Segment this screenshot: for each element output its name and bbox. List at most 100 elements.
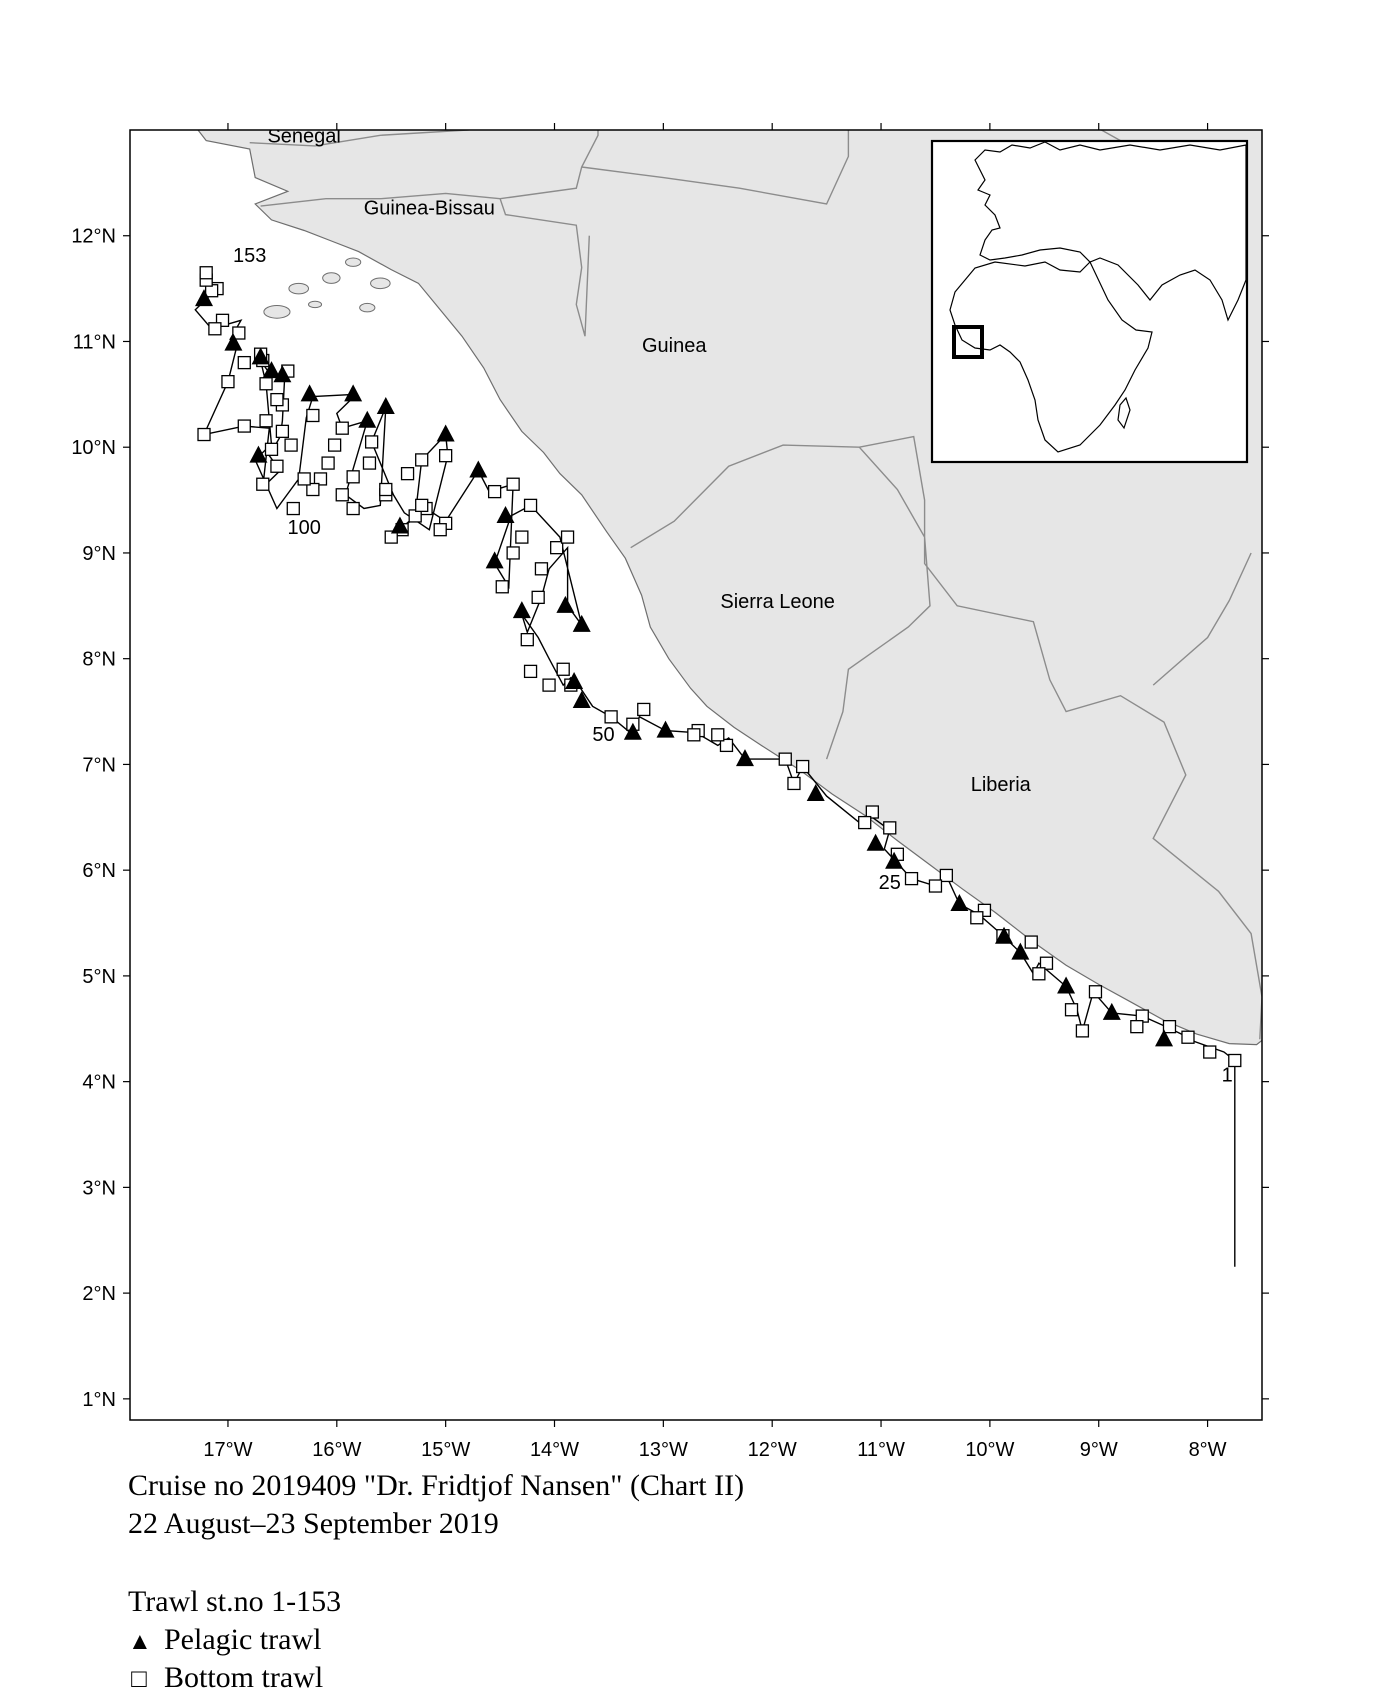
bottom-trawl-station xyxy=(506,546,520,560)
pelagic-trawl-station xyxy=(1011,942,1030,960)
bottom-trawl-station xyxy=(506,477,520,491)
bottom-trawl-station xyxy=(415,498,429,513)
island xyxy=(345,257,362,267)
x-tick-label: 10°W xyxy=(965,1439,1014,1461)
square-icon: □ xyxy=(131,1664,147,1693)
bottom-trawl-station xyxy=(970,911,984,925)
bottom-trawl-station xyxy=(523,664,538,679)
bottom-trawl-station xyxy=(439,449,453,463)
bottom-trawl-station xyxy=(787,776,801,791)
bottom-trawl-station xyxy=(415,453,429,467)
x-tick-label: 11°W xyxy=(857,1439,905,1461)
inset-study-area-box xyxy=(952,325,984,359)
bottom-trawl-station xyxy=(400,466,415,481)
pelagic-trawl-station xyxy=(344,384,363,402)
inset-europe xyxy=(974,141,1247,322)
bottom-trawl-station xyxy=(711,728,725,742)
x-tick-label: 16°W xyxy=(312,1439,361,1461)
bottom-trawl-station xyxy=(858,815,872,830)
bottom-trawl-station xyxy=(197,427,211,442)
bottom-trawl-station xyxy=(237,355,251,370)
legend-pelagic-label: Pelagic trawl xyxy=(164,1623,322,1656)
bottom-trawl-station xyxy=(208,322,222,336)
x-tick-label: 15°W xyxy=(421,1439,470,1461)
country-label: Liberia xyxy=(971,774,1032,796)
y-tick-label: 5°N xyxy=(82,966,116,988)
caption-date-line: 22 August–23 September 2019 xyxy=(128,1507,499,1540)
country-labels: Senegal Guinea-Bissau Guinea Sierra Leone Li… xyxy=(267,126,1032,796)
island xyxy=(370,277,391,290)
pelagic-trawl-station xyxy=(251,347,270,365)
country-label: Guinea-Bissau xyxy=(364,198,495,220)
inset-madagascar xyxy=(1117,396,1131,430)
pelagic-trawl-station xyxy=(572,614,591,632)
legend-title: Trawl st.no 1-153 xyxy=(128,1585,342,1618)
pelagic-trawl-station xyxy=(436,424,455,442)
y-tick-label: 9°N xyxy=(82,543,116,565)
bottom-trawl-station xyxy=(221,375,235,389)
bottom-trawl-station xyxy=(560,530,575,544)
country-label: Senegal xyxy=(267,126,340,148)
bottom-trawl-station xyxy=(523,498,538,513)
bottom-trawl-station xyxy=(379,482,393,497)
station-number-labels: 1 25 50 100 153 xyxy=(233,245,1233,1086)
pelagic-trawl-station xyxy=(195,289,214,307)
bottom-trawl-station xyxy=(550,541,564,555)
pelagic-trawl-station xyxy=(572,690,591,708)
bottom-trawl-station xyxy=(284,438,298,452)
pelagic-trawl-station xyxy=(512,601,531,619)
bottom-trawl-station xyxy=(487,484,502,499)
bottom-trawl-station xyxy=(1039,956,1054,970)
bottom-trawl-station xyxy=(264,442,279,456)
pelagic-trawl-station xyxy=(224,333,243,351)
pelagic-trawl-stations xyxy=(195,289,1174,1047)
y-tick-label: 11°N xyxy=(73,331,116,353)
y-tick-label: 2°N xyxy=(82,1283,116,1305)
pelagic-trawl-station xyxy=(300,384,319,402)
bottom-trawl-station xyxy=(928,879,943,893)
bottom-trawl-station xyxy=(515,530,529,544)
bottom-trawl-station xyxy=(604,710,618,724)
pelagic-trawl-station xyxy=(262,361,281,379)
pelagic-trawl-station xyxy=(735,749,754,767)
caption-cruise-line: Cruise no 2019409 "Dr. Fridtjof Nansen" … xyxy=(128,1469,745,1502)
bottom-trawl-station xyxy=(286,501,300,516)
bottom-trawl-station xyxy=(719,738,734,753)
bottom-trawl-station xyxy=(259,377,273,391)
pelagic-trawl-station xyxy=(950,894,969,911)
bottom-trawl-station xyxy=(259,414,273,428)
pelagic-trawl-station xyxy=(885,851,904,869)
pelagic-trawl-station xyxy=(1155,1029,1174,1047)
bottom-trawl-station xyxy=(534,562,549,576)
pelagic-trawl-station xyxy=(390,516,409,534)
y-tick-label: 10°N xyxy=(71,437,116,459)
pelagic-trawl-station xyxy=(806,784,825,802)
bottom-trawl-station xyxy=(1032,967,1046,981)
bottom-trawl-station xyxy=(306,482,320,497)
legend-bottom: □ Bottom trawl xyxy=(128,1660,323,1697)
island xyxy=(359,302,376,313)
pelagic-trawl-station xyxy=(358,410,377,428)
bottom-trawl-station xyxy=(1024,935,1038,949)
bottom-trawl-station xyxy=(327,438,342,452)
country-label: Sierra Leone xyxy=(720,591,835,613)
pelagic-trawl-station xyxy=(249,445,268,463)
pelagic-trawl-station xyxy=(565,671,584,689)
island xyxy=(263,305,291,319)
station-number-label: 1 xyxy=(1222,1065,1233,1087)
bottom-trawl-station xyxy=(1203,1045,1217,1059)
bottom-trawl-station xyxy=(364,435,379,449)
bottom-trawl-station xyxy=(495,580,509,594)
bottom-trawl-station xyxy=(335,488,349,502)
map-frame xyxy=(129,129,1263,1421)
bottom-trawl-station xyxy=(384,530,398,544)
bottom-trawl-station xyxy=(865,805,879,819)
country-label: Guinea xyxy=(642,335,707,357)
bottom-trawl-station xyxy=(346,470,360,484)
bottom-trawl-station xyxy=(542,678,556,692)
triangle-icon: ▲ xyxy=(128,1629,152,1655)
bottom-trawl-station xyxy=(1162,1020,1177,1034)
y-tick-label: 8°N xyxy=(82,649,116,671)
pelagic-trawl-station xyxy=(496,505,515,523)
